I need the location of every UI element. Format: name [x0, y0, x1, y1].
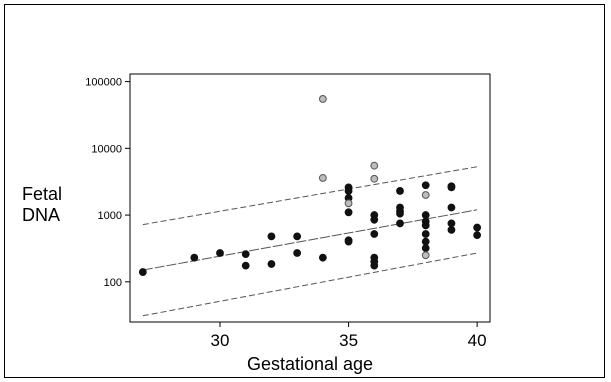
filled-data-point [396, 209, 404, 218]
filled-data-point [447, 183, 456, 192]
filled-data-point [421, 237, 430, 246]
x-tick-label: 30 [211, 331, 230, 350]
y-tick-label: 10000 [91, 143, 122, 155]
filled-data-point [396, 187, 404, 195]
filled-data-point [267, 260, 276, 268]
filled-data-point [421, 211, 430, 219]
filled-data-point [473, 223, 482, 232]
x-tick-label: 40 [468, 331, 487, 350]
filled-data-point [370, 215, 379, 224]
filled-data-point [370, 230, 379, 238]
filled-data-point [344, 187, 353, 195]
y-axis-label-line-2: DNA [22, 205, 60, 225]
filled-data-point [421, 244, 430, 253]
figure-frame [4, 4, 605, 378]
filled-data-point [447, 219, 456, 228]
filled-data-point [241, 250, 250, 259]
regression-line [142, 209, 478, 271]
filled-data-point [344, 208, 353, 217]
open-data-point [370, 174, 379, 183]
prediction-band-upper [142, 166, 478, 226]
filled-data-point [267, 232, 276, 241]
open-data-point [421, 191, 430, 199]
y-tick-label: 100 [104, 277, 122, 289]
y-tick-label: 1000 [98, 210, 122, 222]
filled-data-point [138, 268, 147, 276]
filled-data-point [447, 203, 456, 212]
filled-data-point [421, 221, 430, 230]
filled-data-point [396, 219, 404, 228]
y-axis-label-line-1: Fetal [22, 184, 62, 204]
open-data-point [370, 161, 379, 170]
open-data-point [318, 174, 327, 182]
filled-data-point [421, 230, 430, 238]
filled-data-point [344, 237, 353, 246]
open-data-point [344, 199, 353, 208]
open-data-point [421, 251, 430, 260]
filled-data-point [421, 181, 430, 190]
filled-data-point [318, 253, 327, 262]
filled-data-point [293, 232, 302, 241]
filled-data-point [241, 261, 250, 270]
y-tick-label: 100000 [85, 77, 122, 89]
filled-data-point [293, 249, 302, 257]
filled-data-point [447, 225, 456, 234]
filled-data-point [370, 261, 379, 270]
filled-data-point [190, 253, 199, 262]
open-data-point [318, 95, 327, 103]
plot-area [129, 73, 491, 323]
x-tick-label: 35 [339, 331, 358, 350]
prediction-band-lower [142, 252, 478, 317]
filled-data-point [473, 231, 482, 240]
filled-data-point [216, 249, 224, 257]
x-axis-label: Gestational age [247, 354, 373, 374]
